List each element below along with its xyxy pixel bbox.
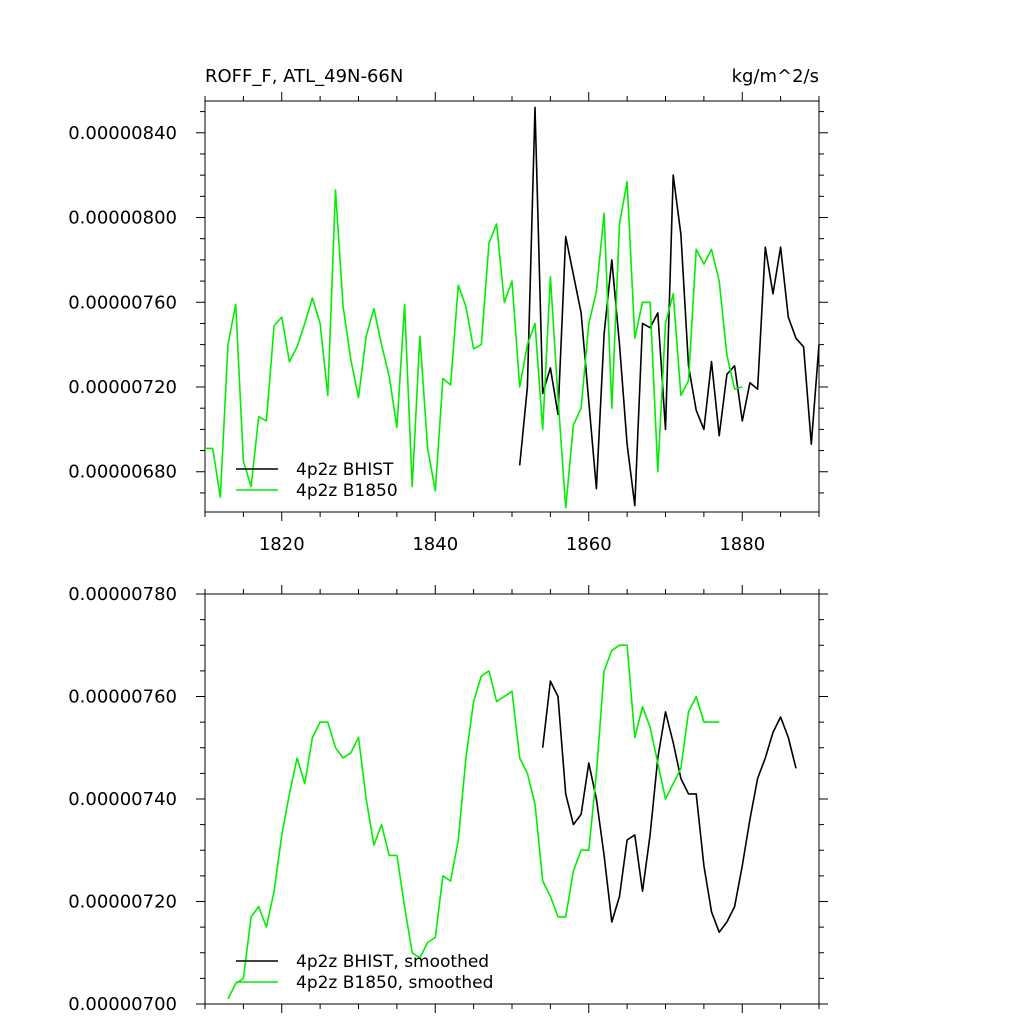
- y-tick-label: 0.00000700: [68, 994, 177, 1015]
- series-line-b1850: [227, 644, 720, 1000]
- units-label: kg/m^2/s: [732, 66, 819, 87]
- x-tick-label: 1840: [412, 534, 458, 555]
- x-tick-label: 1820: [259, 534, 305, 555]
- y-tick-label: 0.00000760: [68, 687, 177, 708]
- plot-frame: [204, 593, 820, 1005]
- y-tick-label: 0.00000720: [68, 377, 177, 398]
- series-line-b1850: [205, 180, 743, 509]
- legend-entry: 4p2z B1850: [296, 481, 398, 501]
- legend-entry: 4p2z B1850, smoothed: [296, 973, 493, 993]
- x-tick-label: 1880: [719, 534, 765, 555]
- y-tick-label: 0.00000800: [68, 208, 177, 229]
- legend-entry: 4p2z BHIST, smoothed: [296, 952, 489, 972]
- y-tick-label: 0.00000760: [68, 292, 177, 313]
- y-tick-label: 0.00000840: [68, 123, 177, 144]
- plot-frame: [204, 100, 820, 513]
- y-tick-label: 0.00000680: [68, 462, 177, 483]
- top-chart: 1820 1840 1860 1880 0.00000680 0.00000720 0.00…: [68, 92, 828, 555]
- y-tick-label: 0.00000740: [68, 789, 177, 810]
- chart-title: ROFF_F, ATL_49N-66N: [205, 66, 403, 87]
- bottom-chart: 0.00000700 0.00000720 0.00000740 0.00000760…: [68, 584, 828, 1015]
- x-tick-label: 1860: [566, 534, 612, 555]
- series-line-bhist: [518, 106, 820, 507]
- series-line-bhist: [541, 680, 797, 934]
- y-tick-label: 0.00000780: [68, 584, 177, 605]
- legend-entry: 4p2z BHIST: [296, 460, 394, 480]
- y-tick-label: 0.00000720: [68, 892, 177, 913]
